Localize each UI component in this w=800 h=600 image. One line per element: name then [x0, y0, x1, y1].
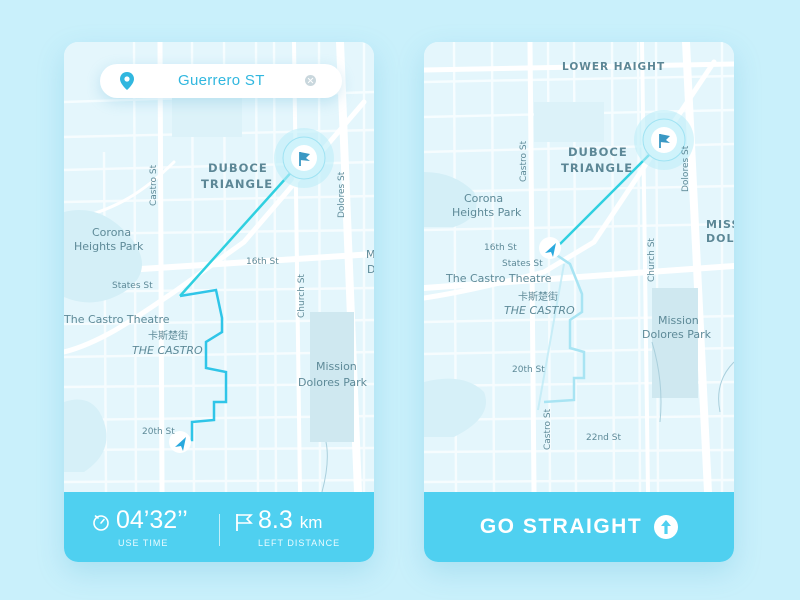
left-distance-value: 8.3 km	[258, 506, 322, 535]
map-label-castro-cn: 卡斯楚街	[518, 290, 558, 303]
arrow-up-icon	[654, 515, 679, 539]
use-time-stat: 04’32’’ USE TIME	[90, 492, 220, 562]
map-view[interactable]: LOWER HAIGHT DUBOCE TRIANGLE Corona Heig…	[424, 42, 734, 492]
use-time-value: 04’32’’	[116, 506, 188, 534]
map-label-castro-cn: 卡斯楚街	[148, 329, 188, 342]
map-label-missio: MISSIO	[706, 218, 734, 231]
navigation-screen-right: LOWER HAIGHT DUBOCE TRIANGLE Corona Heig…	[424, 42, 734, 562]
left-distance-stat: 8.3 km LEFT DISTANCE	[234, 492, 364, 562]
clear-icon[interactable]	[305, 75, 316, 86]
instruction-panel: GO STRAIGHT	[424, 492, 734, 562]
map-label-castro-st: Castro St	[519, 140, 529, 182]
map-label-states-st: States St	[112, 281, 153, 291]
destination-search-bar[interactable]: Guerrero ST	[100, 64, 342, 98]
map-label-corona: Corona	[92, 226, 131, 239]
use-time-caption: USE TIME	[118, 538, 169, 548]
map-label-22nd-st: 22nd St	[586, 433, 621, 443]
map-canvas: DUBOCE TRIANGLE Corona Heights Park The …	[64, 42, 374, 492]
map-label-heights-park: Heights Park	[452, 206, 522, 219]
map-label-triangle: TRIANGLE	[201, 177, 273, 191]
trip-stats-panel: 04’32’’ USE TIME 8.3 km LEFT DISTANCE	[64, 492, 374, 562]
map-label-the-castro: THE CASTRO	[132, 344, 203, 357]
stats-divider	[219, 514, 220, 546]
map-label-castro-theatre: The Castro Theatre	[64, 313, 170, 326]
map-label-dolores-st: Dolores St	[337, 171, 347, 218]
map-label-16th-st: 16th St	[246, 257, 279, 267]
map-label-dolores-park: Dolores Park	[298, 376, 368, 389]
map-label-20th-st: 20th St	[142, 427, 175, 437]
navigation-screen-left: DUBOCE TRIANGLE Corona Heights Park The …	[64, 42, 374, 562]
timer-icon	[93, 515, 109, 531]
map-label-heights-park: Heights Park	[74, 240, 144, 253]
destination-flag-icon[interactable]	[659, 134, 670, 148]
map-label-dolores-st: Dolores St	[681, 145, 691, 192]
map-label-castro-theatre: The Castro Theatre	[445, 272, 552, 285]
instruction-label: GO STRAIGHT	[479, 515, 643, 538]
map-label-lower-haight: LOWER HAIGHT	[562, 61, 665, 73]
map-label-edge-m: M	[366, 248, 374, 261]
flag-icon	[236, 514, 253, 531]
map-label-triangle: TRIANGLE	[561, 161, 633, 175]
map-label-corona: Corona	[464, 192, 503, 205]
map-label-16th-st: 16th St	[484, 243, 517, 253]
left-distance-caption: LEFT DISTANCE	[258, 538, 341, 548]
current-location-arrow-icon	[175, 437, 186, 451]
map-label-church-st: Church St	[647, 238, 657, 282]
map-label-duboce: DUBOCE	[568, 145, 628, 159]
map-view[interactable]: DUBOCE TRIANGLE Corona Heights Park The …	[64, 42, 374, 492]
map-label-duboce: DUBOCE	[208, 161, 268, 175]
map-canvas: LOWER HAIGHT DUBOCE TRIANGLE Corona Heig…	[424, 42, 734, 492]
map-label-church-st: Church St	[297, 274, 307, 318]
map-label-dolores-park: Dolores Park	[642, 328, 712, 341]
destination-flag-icon[interactable]	[299, 152, 310, 166]
map-label-castro-st: Castro St	[149, 164, 159, 206]
next-instruction[interactable]: GO STRAIGHT	[424, 492, 734, 562]
map-label-20th-st: 20th St	[512, 365, 545, 375]
location-pin-icon	[120, 72, 134, 90]
map-label-mission: Mission	[658, 314, 699, 327]
map-label-mission: Mission	[316, 360, 357, 373]
current-location-arrow-icon	[545, 243, 556, 257]
map-label-dolo: DOLO	[706, 232, 734, 245]
distance-unit: km	[299, 513, 323, 532]
search-input[interactable]: Guerrero ST	[178, 72, 265, 89]
map-label-the-castro: THE CASTRO	[504, 304, 575, 317]
map-label-edge-d: D	[367, 263, 374, 276]
distance-number: 8.3	[258, 506, 293, 534]
map-label-states-st: States St	[502, 259, 543, 269]
map-label-castro-st-south: Castro St	[543, 408, 553, 450]
